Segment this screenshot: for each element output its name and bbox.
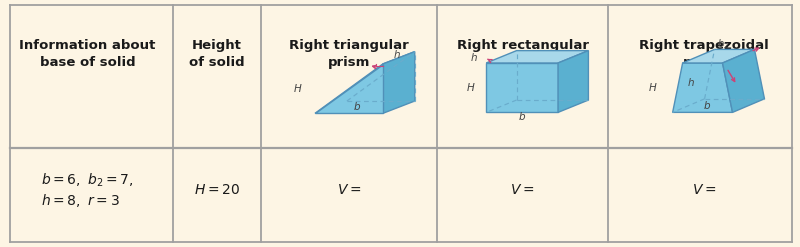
Text: Information about
base of solid: Information about base of solid	[19, 39, 155, 69]
Polygon shape	[486, 51, 589, 63]
Text: $V =$: $V =$	[510, 183, 534, 197]
Text: Right rectangular
prism: Right rectangular prism	[457, 39, 589, 69]
Text: H: H	[294, 84, 302, 94]
Polygon shape	[673, 63, 733, 112]
Polygon shape	[682, 49, 754, 63]
Polygon shape	[315, 64, 383, 113]
Text: h: h	[394, 50, 401, 60]
Text: b: b	[354, 102, 360, 112]
Polygon shape	[558, 51, 589, 112]
Text: h: h	[687, 78, 694, 88]
Text: Right trapezoidal
prism: Right trapezoidal prism	[639, 39, 769, 69]
Polygon shape	[315, 52, 414, 113]
Text: Right triangular
prism: Right triangular prism	[289, 39, 409, 69]
Polygon shape	[722, 49, 765, 112]
Text: H: H	[466, 83, 474, 93]
Text: b: b	[703, 101, 710, 111]
Text: $b = 6,\ b_2 = 7,$
$h = 8,\ r = 3$: $b = 6,\ b_2 = 7,$ $h = 8,\ r = 3$	[41, 172, 134, 209]
Text: H: H	[649, 83, 657, 93]
Text: h: h	[471, 53, 478, 62]
Text: $V =$: $V =$	[692, 183, 716, 197]
Text: $b_2$: $b_2$	[717, 37, 729, 51]
Text: $H = 20$: $H = 20$	[194, 183, 240, 197]
Polygon shape	[383, 52, 414, 113]
Polygon shape	[486, 63, 558, 112]
Text: Height
of solid: Height of solid	[190, 39, 245, 69]
Text: b: b	[519, 112, 526, 122]
Text: $V =$: $V =$	[337, 183, 361, 197]
